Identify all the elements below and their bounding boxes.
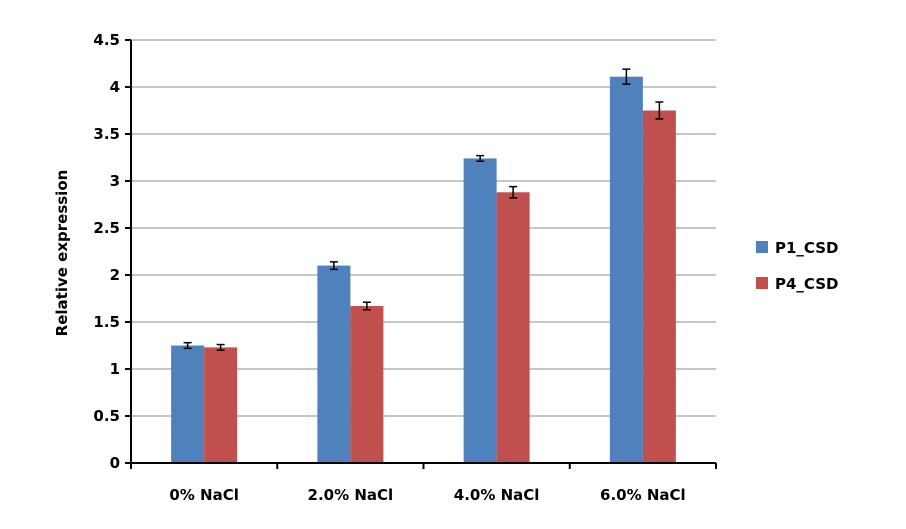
legend-label: P4_CSD bbox=[775, 275, 838, 293]
y-tick-label: 4.5 bbox=[93, 31, 120, 49]
y-tick-label: 2 bbox=[110, 266, 120, 284]
y-tick-label: 0 bbox=[110, 454, 120, 472]
x-tick-label: 2.0% NaCl bbox=[308, 486, 394, 504]
legend-swatch bbox=[756, 241, 768, 253]
bar bbox=[204, 347, 238, 463]
y-tick-label: 4 bbox=[110, 78, 120, 96]
y-axis-title: Relative expression bbox=[53, 170, 71, 337]
bar bbox=[317, 265, 351, 463]
y-tick-label: 1 bbox=[110, 360, 120, 378]
x-tick-label: 6.0% NaCl bbox=[600, 486, 686, 504]
bar bbox=[350, 306, 384, 463]
legend: P1_CSD P4_CSD bbox=[756, 239, 838, 293]
bar bbox=[171, 345, 205, 463]
bar bbox=[642, 110, 676, 463]
bar bbox=[463, 158, 497, 463]
bars bbox=[171, 68, 676, 463]
y-tick-label: 1.5 bbox=[93, 313, 120, 331]
y-tick-label: 3 bbox=[110, 172, 120, 190]
x-tick-labels: 0% NaCl 2.0% NaCl 4.0% NaCl 6.0% NaCl bbox=[169, 486, 685, 504]
legend-label: P1_CSD bbox=[775, 239, 838, 257]
y-tick-label: 0.5 bbox=[93, 407, 120, 425]
bar bbox=[609, 76, 643, 463]
bar bbox=[496, 192, 530, 463]
x-tick-label: 0% NaCl bbox=[169, 486, 239, 504]
y-tick-label: 3.5 bbox=[93, 125, 120, 143]
x-tick-label: 4.0% NaCl bbox=[454, 486, 540, 504]
axes bbox=[125, 39, 717, 469]
legend-swatch bbox=[756, 277, 768, 289]
y-tick-labels: 0 0.5 1 1.5 2 2.5 3 3.5 4 4.5 bbox=[93, 31, 120, 472]
y-tick-label: 2.5 bbox=[93, 219, 120, 237]
